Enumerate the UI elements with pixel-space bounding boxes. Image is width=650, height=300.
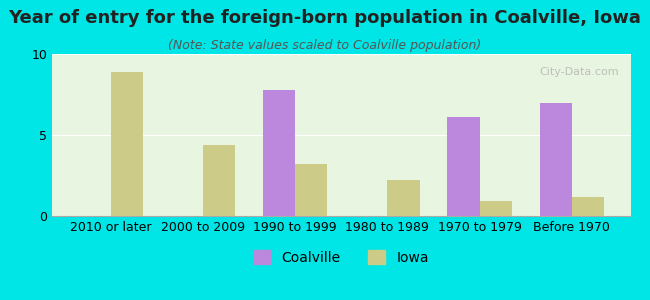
Text: (Note: State values scaled to Coalville population): (Note: State values scaled to Coalville … <box>168 39 482 52</box>
Text: Year of entry for the foreign-born population in Coalville, Iowa: Year of entry for the foreign-born popul… <box>8 9 642 27</box>
Bar <box>480 201 512 216</box>
Bar <box>295 164 328 216</box>
Bar <box>263 90 295 216</box>
Bar <box>203 145 235 216</box>
Bar <box>572 196 604 216</box>
Bar <box>540 103 572 216</box>
Bar <box>111 72 143 216</box>
Text: City-Data.com: City-Data.com <box>540 67 619 77</box>
Bar <box>447 117 480 216</box>
Legend: Coalville, Iowa: Coalville, Iowa <box>248 245 434 271</box>
Bar <box>387 180 420 216</box>
